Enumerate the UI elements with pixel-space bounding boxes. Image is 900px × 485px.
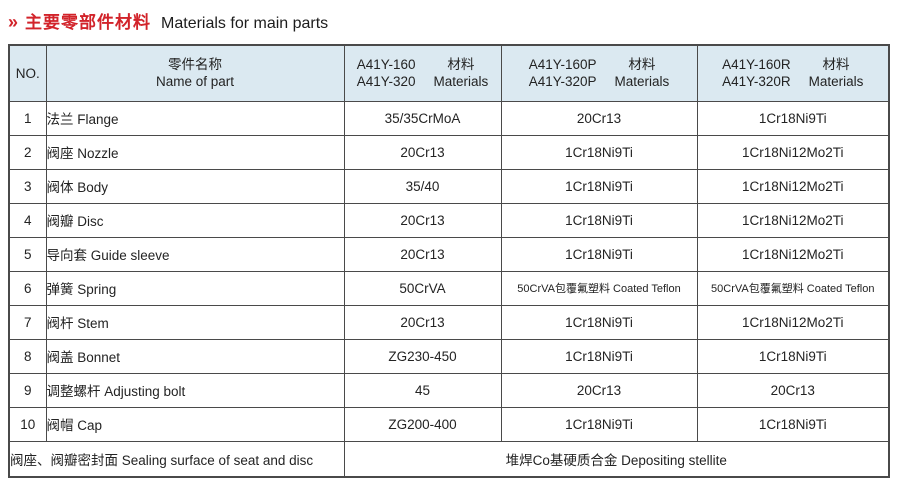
header-materials-en: Materials (808, 74, 864, 90)
material-a41y-160p: 1Cr18Ni9Ti (500, 304, 698, 340)
part-name: 阀杆 Stem (45, 304, 345, 340)
material-a41y-160r: 1Cr18Ni12Mo2Ti (696, 168, 890, 204)
table-row: 10 阀帽 Cap ZG200-400 1Cr18Ni9Ti 1Cr18Ni9T… (8, 406, 890, 442)
material-a41y-160p: 1Cr18Ni9Ti (500, 202, 698, 238)
part-name: 阀盖 Bonnet (45, 338, 345, 374)
header-model-160: A41Y-160 (356, 57, 416, 73)
sealing-surface-label: 阀座、阀瓣密封面 Sealing surface of seat and dis… (8, 440, 345, 478)
material-a41y-160r: 1Cr18Ni12Mo2Ti (696, 134, 890, 170)
part-name: 调整螺杆 Adjusting bolt (45, 372, 345, 408)
material-a41y-160r: 1Cr18Ni9Ti (696, 406, 890, 442)
row-number: 7 (8, 304, 47, 340)
material-a41y-160p: 20Cr13 (500, 100, 698, 136)
material-a41y-160r: 1Cr18Ni12Mo2Ti (696, 304, 890, 340)
page-title: » 主要零部件材料 Materials for main parts (8, 8, 328, 33)
row-number: 10 (8, 406, 47, 442)
material-a41y-160p: 1Cr18Ni9Ti (500, 168, 698, 204)
row-number: 8 (8, 338, 47, 374)
part-name: 阀帽 Cap (45, 406, 345, 442)
material-a41y-160r: 50CrVA包覆氟塑料 Coated Teflon (696, 270, 890, 306)
page-title-chinese: 主要零部件材料 (25, 13, 152, 32)
table-row: 9 调整螺杆 Adjusting bolt 45 20Cr13 20Cr13 (8, 372, 890, 408)
material-a41y-160p: 1Cr18Ni9Ti (500, 338, 698, 374)
materials-table: NO. 零件名称 Name of part A41Y-160 A41Y-320 … (8, 44, 890, 478)
material-a41y-160p: 1Cr18Ni9Ti (500, 236, 698, 272)
material-a41y-160p: 1Cr18Ni9Ti (500, 406, 698, 442)
header-col-a41y-160p: A41Y-160P A41Y-320P 材料 Materials (500, 44, 698, 102)
header-materials-en: Materials (614, 74, 670, 90)
table-row: 7 阀杆 Stem 20Cr13 1Cr18Ni9Ti 1Cr18Ni12Mo2… (8, 304, 890, 340)
header-model-320r: A41Y-320R (722, 74, 791, 90)
row-number: 9 (8, 372, 47, 408)
part-name: 弹簧 Spring (45, 270, 345, 306)
material-a41y-160: 50CrVA (343, 270, 502, 306)
material-a41y-160: 20Cr13 (343, 236, 502, 272)
header-materials-cn: 材料 (822, 57, 850, 73)
header-col-a41y-160r: A41Y-160R A41Y-320R 材料 Materials (696, 44, 890, 102)
part-name: 阀瓣 Disc (45, 202, 345, 238)
material-a41y-160p: 50CrVA包覆氟塑料 Coated Teflon (500, 270, 698, 306)
table-row: 1 法兰 Flange 35/35CrMoA 20Cr13 1Cr18Ni9Ti (8, 100, 890, 136)
header-name-en: Name of part (155, 74, 235, 90)
header-model-160r: A41Y-160R (722, 57, 791, 73)
material-a41y-160r: 1Cr18Ni12Mo2Ti (696, 236, 890, 272)
material-a41y-160: 35/40 (343, 168, 502, 204)
part-name: 阀体 Body (45, 168, 345, 204)
sealing-surface-material: 堆焊Co基硬质合金 Depositing stellite (343, 440, 890, 478)
material-a41y-160p: 1Cr18Ni9Ti (500, 134, 698, 170)
part-name: 阀座 Nozzle (45, 134, 345, 170)
row-number: 6 (8, 270, 47, 306)
material-a41y-160: 20Cr13 (343, 304, 502, 340)
table-row: 4 阀瓣 Disc 20Cr13 1Cr18Ni9Ti 1Cr18Ni12Mo2… (8, 202, 890, 238)
table-row: 3 阀体 Body 35/40 1Cr18Ni9Ti 1Cr18Ni12Mo2T… (8, 168, 890, 204)
material-a41y-160: ZG230-450 (343, 338, 502, 374)
header-model-160p: A41Y-160P (528, 57, 597, 73)
table-row: 8 阀盖 Bonnet ZG230-450 1Cr18Ni9Ti 1Cr18Ni… (8, 338, 890, 374)
material-a41y-160: 35/35CrMoA (343, 100, 502, 136)
header-model-320: A41Y-320 (356, 74, 416, 90)
table-row: 6 弹簧 Spring 50CrVA 50CrVA包覆氟塑料 Coated Te… (8, 270, 890, 306)
header-no: NO. (8, 44, 47, 102)
table-row: 5 导向套 Guide sleeve 20Cr13 1Cr18Ni9Ti 1Cr… (8, 236, 890, 272)
material-a41y-160r: 1Cr18Ni9Ti (696, 338, 890, 374)
sealing-surface-row: 阀座、阀瓣密封面 Sealing surface of seat and dis… (8, 440, 890, 478)
material-a41y-160: 20Cr13 (343, 134, 502, 170)
page-title-english: Materials for main parts (161, 15, 329, 32)
row-number: 1 (8, 100, 47, 136)
table-header-row: NO. 零件名称 Name of part A41Y-160 A41Y-320 … (8, 44, 890, 102)
material-a41y-160p: 20Cr13 (500, 372, 698, 408)
row-number: 3 (8, 168, 47, 204)
header-name-cn: 零件名称 (168, 57, 222, 73)
header-model-320p: A41Y-320P (528, 74, 597, 90)
row-number: 4 (8, 202, 47, 238)
row-number: 2 (8, 134, 47, 170)
material-a41y-160: ZG200-400 (343, 406, 502, 442)
table-row: 2 阀座 Nozzle 20Cr13 1Cr18Ni9Ti 1Cr18Ni12M… (8, 134, 890, 170)
material-a41y-160r: 20Cr13 (696, 372, 890, 408)
header-col-a41y-160: A41Y-160 A41Y-320 材料 Materials (343, 44, 502, 102)
row-number: 5 (8, 236, 47, 272)
title-marker-icon: » (8, 12, 19, 32)
header-materials-cn: 材料 (628, 57, 656, 73)
material-a41y-160: 45 (343, 372, 502, 408)
header-materials-cn: 材料 (447, 57, 475, 73)
material-a41y-160r: 1Cr18Ni12Mo2Ti (696, 202, 890, 238)
part-name: 导向套 Guide sleeve (45, 236, 345, 272)
header-materials-en: Materials (433, 74, 489, 90)
material-a41y-160: 20Cr13 (343, 202, 502, 238)
part-name: 法兰 Flange (45, 100, 345, 136)
header-name-of-part: 零件名称 Name of part (45, 44, 345, 102)
material-a41y-160r: 1Cr18Ni9Ti (696, 100, 890, 136)
